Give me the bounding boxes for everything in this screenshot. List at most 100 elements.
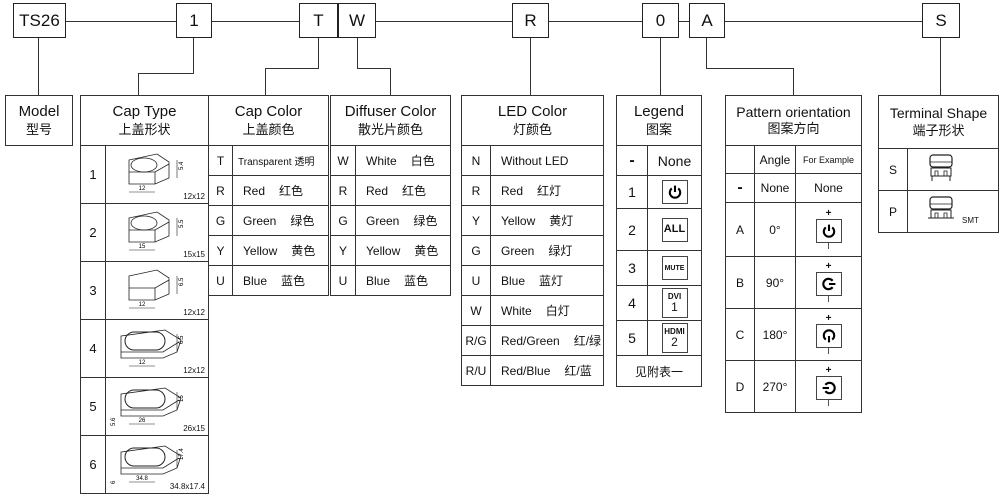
color-name-en: White — [501, 304, 532, 318]
pattern-none-code: - — [725, 173, 755, 203]
legend-title: Legend — [633, 103, 685, 120]
cap-height-label: 6.5 — [179, 277, 185, 286]
color-name-en: White — [366, 154, 397, 168]
cap-type-title: Cap Type — [112, 103, 177, 120]
pattern-code: A — [725, 202, 755, 257]
pattern-example-cell: + I — [795, 202, 862, 257]
power-icon — [821, 277, 835, 290]
legend-row: 2 ALL — [616, 208, 702, 251]
legend-symbol: ALL — [661, 217, 688, 242]
color-name-en: Red — [243, 184, 266, 198]
cap-height-label: 15 — [179, 395, 185, 402]
power-icon — [822, 381, 836, 394]
terminal-row: S — [878, 148, 999, 191]
cap-drawing-6: 34.8 17.4 6 — [111, 445, 185, 484]
diffuser-color-row: G Green 绿色 — [330, 205, 452, 236]
pattern-none-example: None — [795, 173, 862, 203]
color-code: W — [330, 145, 356, 176]
led-color-header: LED Color 灯颜色 — [460, 95, 605, 146]
cap-width-label: 12 — [139, 302, 146, 308]
legend-symbol-cell: MUTE — [647, 250, 702, 286]
color-name-cn: 黄色 — [291, 244, 316, 258]
connector — [706, 38, 707, 68]
terminal-drawing-icon — [929, 154, 953, 181]
led-color-row: U Blue 蓝灯 — [461, 265, 605, 296]
cap-size: 12x12 — [183, 308, 205, 317]
color-name-cell: Green 绿灯 — [489, 235, 605, 266]
segment-terminal-shape: S — [922, 3, 960, 38]
cap-type-drawing-cell: 12 6.5 12x12 — [105, 261, 209, 320]
cap-color-table: Cap Color 上盖颜色 T Transparent 透明 R Red 红色 G Gree… — [208, 95, 329, 296]
color-name-cn: 红色 — [279, 184, 304, 198]
cap-drawing-4: 126.5 — [120, 329, 185, 367]
color-name-cell: Yellow 黄色 — [232, 235, 329, 266]
color-code: T — [208, 145, 233, 176]
connector — [193, 38, 194, 73]
color-code: Y — [208, 235, 233, 266]
color-name-en: Yellow — [243, 244, 278, 258]
pattern-row: D 270° + I — [725, 360, 862, 413]
model-table: Model 型号 — [5, 95, 73, 146]
color-code: Y — [330, 235, 356, 266]
cap-thickness-label: 6 — [111, 480, 117, 484]
color-name-cn: 黄灯 — [549, 214, 574, 228]
legend-code: 2 — [616, 208, 648, 251]
cap-type-code: 4 — [80, 319, 106, 378]
connector — [265, 68, 266, 95]
cap-size: 15x15 — [183, 250, 205, 259]
color-code: Y — [461, 205, 491, 236]
minus-sign: I — [827, 398, 830, 408]
power-icon — [822, 224, 835, 238]
legend-symbol: HDMI 2 — [661, 323, 688, 353]
color-name-en: Red/Green — [501, 334, 560, 348]
legend-row: 3 MUTE — [616, 250, 702, 286]
color-name-cell: Green 绿色 — [232, 205, 329, 236]
color-name-cn: 绿色 — [413, 214, 438, 228]
connector — [390, 68, 391, 95]
legend-power-symbol — [661, 180, 688, 204]
pattern-orientation-title: Pattern orientation — [736, 103, 851, 120]
color-name-cn: 白灯 — [545, 304, 570, 318]
legend-header: Legend 图案 — [616, 95, 702, 146]
connector — [793, 68, 794, 95]
cap-type-code: 3 — [80, 261, 106, 320]
color-name-cell: White 白色 — [354, 145, 452, 176]
model-header: Model 型号 — [5, 95, 73, 146]
cap-drawing-1: 125.4 — [128, 153, 185, 193]
color-code: N — [461, 145, 491, 176]
color-name-en: Blue — [366, 274, 391, 288]
cap-color-row: Y Yellow 黄色 — [208, 235, 329, 266]
cap-height-label: 5.4 — [179, 161, 185, 170]
connector — [265, 68, 319, 69]
led-color-title-cn: 灯颜色 — [513, 121, 553, 137]
example-column-header: For Example — [795, 145, 862, 174]
led-color-row: R/U Red/Blue 红/蓝 — [461, 355, 605, 386]
legend-symbol-line2: 1 — [671, 300, 678, 314]
legend-code: 3 — [616, 250, 648, 286]
color-name-en: Yellow — [501, 214, 536, 228]
pattern-example-symbol — [815, 218, 842, 243]
segment-model: TS26 — [13, 3, 66, 38]
color-name-cn: 蓝色 — [281, 274, 306, 288]
minus-sign: I — [827, 294, 830, 304]
terminal-drawing-cell — [907, 148, 999, 191]
diffuser-color-header: Diffuser Color 散光片颜色 — [329, 95, 452, 146]
model-title-cn: 型号 — [25, 121, 52, 137]
power-icon — [822, 328, 835, 342]
legend-row: 1 — [616, 175, 702, 209]
legend-footnote: 见附表一 — [616, 355, 702, 387]
cap-type-drawing-cell: 12 6.5 12x12 — [105, 319, 209, 378]
color-name-en: Green — [366, 214, 400, 228]
segment-legend: 0 — [642, 3, 679, 38]
cap-width-label: 15 — [139, 244, 146, 250]
segment-pattern-orientation: A — [689, 3, 725, 38]
diffuser-color-title: Diffuser Color — [344, 103, 437, 120]
color-name-en: Yellow — [366, 244, 401, 258]
color-code: G — [208, 205, 233, 236]
cap-type-row: 4 12 6.5 12x12 — [80, 319, 209, 378]
cap-type-drawing-cell: 12 5.4 12x12 — [105, 145, 209, 204]
cap-width-label: 26 — [139, 418, 146, 424]
angle-column-header: Angle — [754, 145, 796, 174]
color-name-cn: 蓝色 — [404, 274, 429, 288]
cap-type-row: 2 15 5.5 15x15 — [80, 203, 209, 262]
